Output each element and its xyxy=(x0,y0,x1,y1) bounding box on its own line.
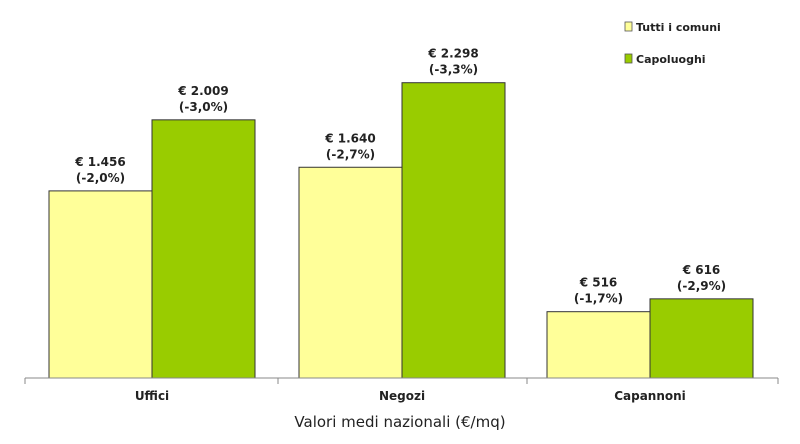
x-axis-title: Valori medi nazionali (€/mq) xyxy=(294,413,505,431)
data-label-value: € 1.640 xyxy=(324,131,375,145)
data-label-change: (-2,7%) xyxy=(326,147,375,161)
bars-layer xyxy=(48,82,754,379)
data-label-value: € 2.009 xyxy=(177,84,228,98)
x-ticks-layer: Uffici Negozi Capannoni xyxy=(24,378,779,403)
data-label-change: (-2,9%) xyxy=(677,279,726,293)
data-label-value: € 1.456 xyxy=(74,155,125,169)
bar-capoluoghi-capannoni xyxy=(649,298,754,379)
bar-tutti-uffici xyxy=(48,190,153,379)
bar-capoluoghi-negozi xyxy=(401,82,506,379)
bar-capoluoghi-uffici xyxy=(151,119,256,379)
x-tick-label: Negozi xyxy=(379,389,425,403)
bar-tutti-negozi xyxy=(298,166,403,379)
data-label-value: € 516 xyxy=(579,276,618,290)
data-label-value: € 2.298 xyxy=(427,47,478,61)
legend-label-tutti: Tutti i comuni xyxy=(636,21,721,34)
x-tick-label: Capannoni xyxy=(614,389,686,403)
legend-swatch-capoluoghi xyxy=(624,53,633,64)
legend: Tutti i comuni Capoluoghi xyxy=(624,21,721,66)
legend-swatch-tutti xyxy=(624,21,633,32)
data-label-change: (-3,3%) xyxy=(429,63,478,77)
bar-tutti-capannoni xyxy=(546,311,651,379)
value-labels-layer: € 1.456 (-2,0%) € 2.009 (-3,0%) € 1.640 (-2,7… xyxy=(74,47,726,306)
data-label-change: (-2,0%) xyxy=(76,171,125,185)
legend-label-capoluoghi: Capoluoghi xyxy=(636,53,706,66)
data-label-value: € 616 xyxy=(682,263,721,277)
x-tick-label: Uffici xyxy=(135,389,169,403)
data-label-change: (-3,0%) xyxy=(179,100,228,114)
data-label-change: (-1,7%) xyxy=(574,292,623,306)
